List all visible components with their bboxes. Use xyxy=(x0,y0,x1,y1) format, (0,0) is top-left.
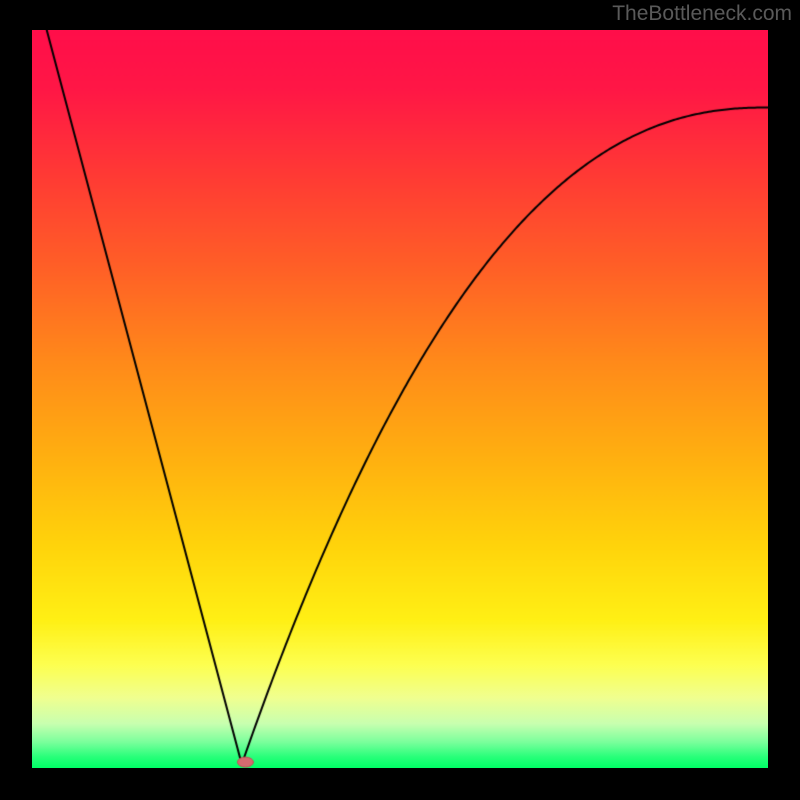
attribution-label: TheBottleneck.com xyxy=(612,2,792,26)
chart-stage: TheBottleneck.com xyxy=(0,0,800,800)
bottleneck-curve xyxy=(32,30,768,768)
